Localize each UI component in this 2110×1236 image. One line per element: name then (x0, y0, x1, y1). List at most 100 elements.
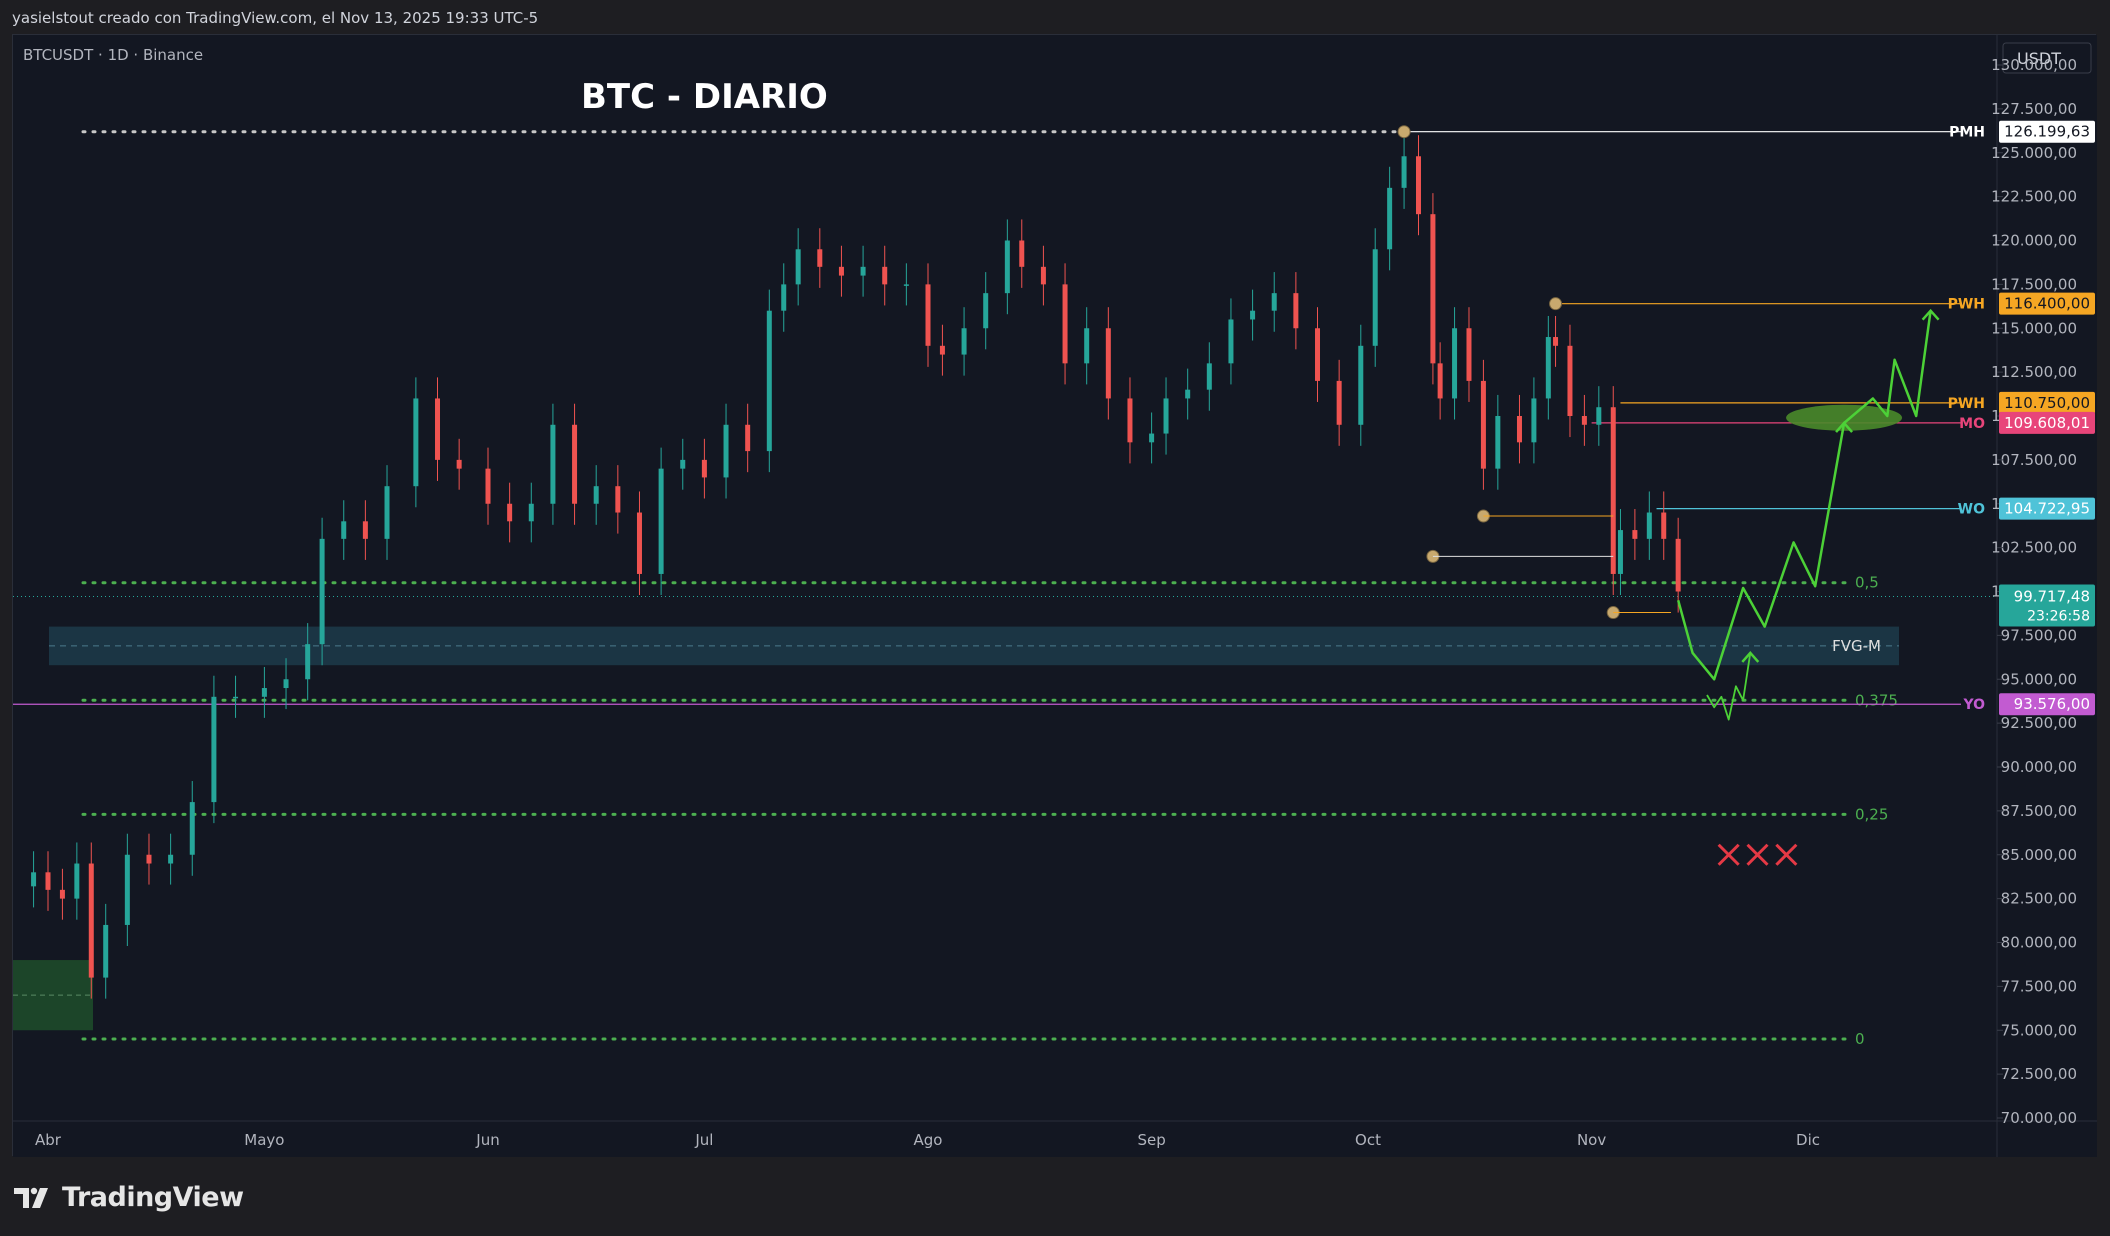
level-price-tag-text: 109.608,01 (2004, 414, 2090, 432)
candle-body (680, 459, 686, 469)
current-price-tag (1999, 584, 2095, 627)
candle-body (1437, 363, 1443, 399)
x-tick-label: Abr (35, 1131, 62, 1149)
level-price-tag (1999, 391, 2095, 414)
candle-body (124, 854, 130, 925)
candle-body (615, 486, 621, 513)
candle-body (74, 863, 80, 899)
candle-body (456, 459, 462, 469)
candle-body (1228, 319, 1234, 364)
y-tick-label: 122.500,00 (1991, 188, 2077, 206)
candle-body (1163, 398, 1169, 434)
x-tick-label: Oct (1355, 1131, 1381, 1149)
fib-layer: 0,5 0,375 0,25 0 (81, 130, 1898, 1048)
y-tick-label: 127.500,00 (1991, 100, 2077, 118)
candle-body (211, 696, 217, 803)
cross-stroke (1746, 843, 1769, 866)
y-tick-label: 90.000,00 (2001, 758, 2077, 776)
candle-body (1185, 389, 1191, 399)
tradingview-logo-text: TradingView (62, 1182, 244, 1213)
candle-body (1581, 416, 1587, 425)
level-price-tag-text: 110.750,00 (2004, 394, 2090, 412)
candle-body (1149, 433, 1155, 443)
candle-body (341, 521, 347, 539)
candle-body (1019, 240, 1025, 267)
candle-body (283, 679, 289, 689)
level-price-tag-text: 93.576,00 (2014, 695, 2090, 713)
currency-label: USDT (2017, 49, 2061, 68)
candle-body (1387, 187, 1393, 250)
candle-body (362, 521, 368, 539)
currency-button[interactable] (2002, 42, 2092, 74)
candle-body (1516, 416, 1522, 443)
candle-body (1004, 240, 1010, 294)
annotation-layer (1397, 125, 1940, 866)
level-price-tag-text: 126.199,63 (2004, 123, 2090, 141)
candle-body (1430, 214, 1436, 364)
candle-body (766, 310, 772, 452)
attribution-text: yasielstout creado con TradingView.com, … (12, 9, 539, 27)
candle-body (1632, 530, 1638, 539)
candle-body (781, 284, 787, 311)
y-tick-label: 112.500,00 (1991, 363, 2077, 381)
y-tick-label: 120.000,00 (1991, 232, 2077, 250)
y-tick-label: 102.500,00 (1991, 539, 2077, 557)
x-tick-label: Sep (1137, 1131, 1165, 1149)
x-tick-label: Jul (694, 1131, 713, 1149)
candle-body (593, 486, 599, 504)
y-tick-label: 80.000,00 (2001, 934, 2077, 952)
candle-body (925, 284, 931, 346)
y-tick-label: 75.000,00 (2001, 1021, 2077, 1039)
candle-body (45, 872, 51, 890)
level-label: PMH (1949, 125, 1985, 141)
y-tick-label: 92.500,00 (2001, 714, 2077, 732)
candle-body (1293, 293, 1299, 329)
candle-body (1553, 337, 1559, 346)
candle-body (636, 512, 642, 574)
candle-body (319, 538, 325, 645)
candle-body (1466, 328, 1472, 381)
candle-body (233, 696, 239, 699)
invalidation-cross (1746, 843, 1769, 866)
cross-stroke (1717, 843, 1740, 866)
candle-body (882, 266, 888, 285)
candle-body (961, 328, 967, 355)
level-layer: PMH PWH PWH MO WO YO (13, 125, 1997, 713)
candle-body (1206, 363, 1212, 390)
candle-body (146, 854, 152, 864)
tradingview-logo[interactable]: TradingView (14, 1182, 244, 1213)
candle-body (1415, 156, 1421, 215)
candle-body (1531, 398, 1537, 443)
y-tick-label: 117.500,00 (1991, 275, 2077, 293)
candle-body (1452, 328, 1458, 399)
candle-body (1401, 156, 1407, 188)
candle-body (817, 249, 823, 267)
fib-level-label: 0,375 (1855, 691, 1898, 709)
y-tick-label: 72.500,00 (2001, 1065, 2077, 1083)
y-tick-label: 85.000,00 (2001, 846, 2077, 864)
price-chart[interactable]: FVG-M 0,5 0,375 0,25 0 PMH PWH PWH MO WO YO USDT… (13, 35, 2097, 1157)
tradingview-logo-icon (14, 1187, 48, 1208)
candle-body (701, 459, 707, 478)
level-price-tag (1999, 120, 2095, 143)
candle-body (528, 503, 534, 522)
candle-layer (31, 135, 1681, 999)
candle-body (838, 266, 844, 276)
candle-body (1372, 249, 1378, 346)
chart-title: BTC - DIARIO (581, 77, 828, 117)
swing-point-marker (1397, 125, 1411, 139)
projection-arrowhead (1835, 421, 1853, 433)
chart-frame[interactable]: FVG-M 0,5 0,375 0,25 0 PMH PWH PWH MO WO YO USDT… (12, 34, 2097, 1157)
candle-body (1646, 512, 1652, 539)
y-tick-label: 87.500,00 (2001, 802, 2077, 820)
candle-body (1105, 328, 1111, 399)
y-tick-label: 95.000,00 (2001, 670, 2077, 688)
candle-body (1495, 416, 1501, 469)
alt-projection-arrowhead (1741, 651, 1760, 663)
candle-body (435, 398, 441, 460)
candle-body (1271, 293, 1277, 311)
candle-body (903, 284, 909, 286)
y-tick-label: 70.000,00 (2001, 1109, 2077, 1127)
fvg-label: FVG-M (1832, 637, 1881, 655)
candle-body (507, 503, 513, 522)
